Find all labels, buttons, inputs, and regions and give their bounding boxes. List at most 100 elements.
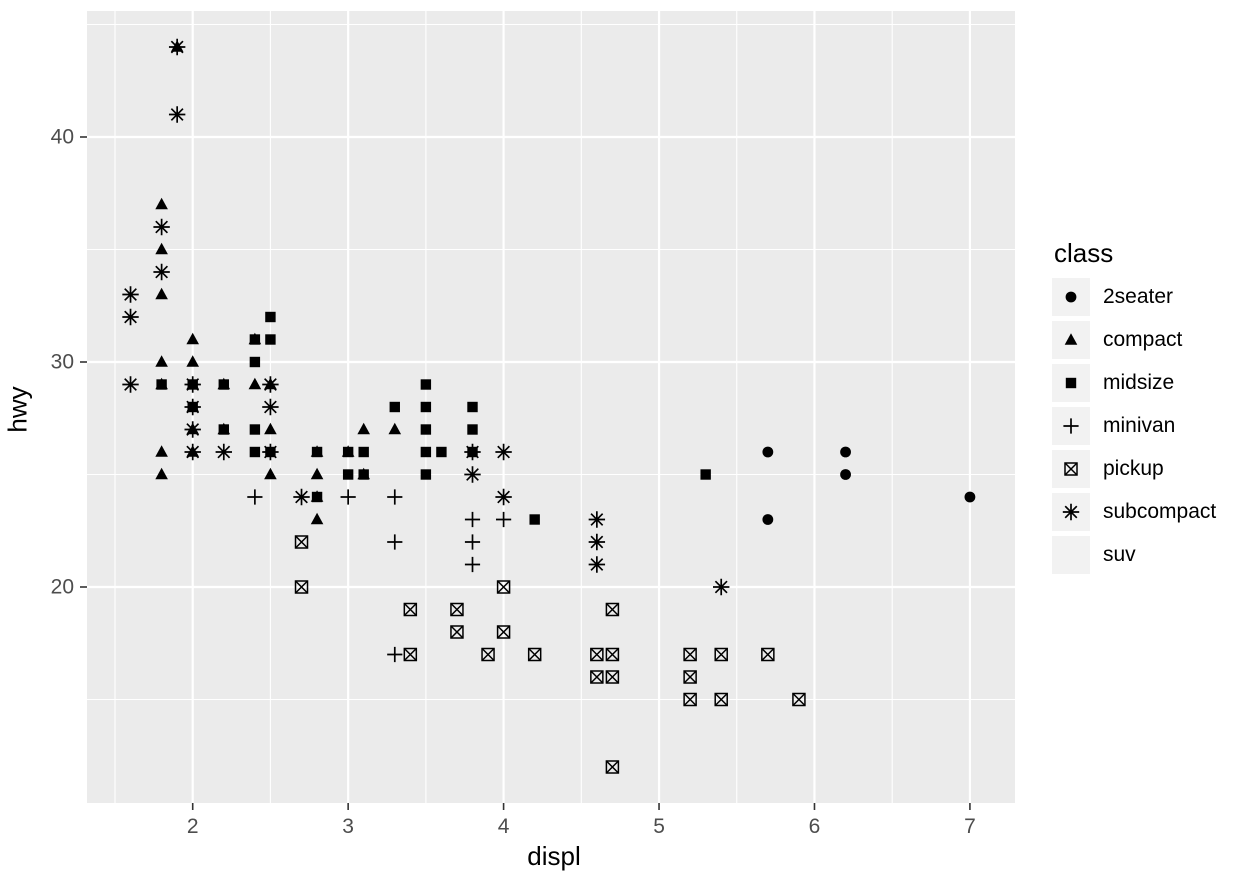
legend-label: midsize	[1103, 371, 1175, 394]
scatter-point	[588, 556, 606, 573]
scatter-point	[495, 443, 512, 461]
y-tick-label: 20	[50, 575, 74, 599]
scatter-point	[450, 602, 464, 617]
scatter-point	[529, 514, 540, 525]
scatter-point	[588, 533, 606, 551]
scatter-point	[122, 286, 139, 303]
series-pickup	[294, 535, 806, 774]
x-tick-label: 2	[186, 815, 199, 838]
x-tick-label: 3	[342, 815, 354, 838]
scatter-point	[310, 512, 324, 525]
series-minivan	[247, 489, 512, 663]
scatter-point	[840, 446, 851, 458]
scatter-point	[155, 287, 168, 300]
legend-key-square-icon	[1052, 364, 1090, 402]
scatter-point	[264, 467, 277, 480]
legend-entry-pickup: pickup	[1052, 450, 1216, 488]
scatter-point	[249, 356, 261, 368]
scatter-point	[262, 376, 279, 393]
scatter-point	[588, 511, 606, 528]
series-2seater	[762, 446, 976, 525]
legend-label: pickup	[1103, 457, 1164, 480]
scatter-point	[496, 580, 511, 594]
scatter-point	[153, 218, 170, 236]
scatter-point	[450, 625, 464, 639]
legend-label: suv	[1103, 543, 1136, 566]
scatter-point	[467, 424, 478, 435]
scatter-point	[294, 535, 309, 549]
scatter-point	[714, 647, 728, 662]
legend-key-asterisk-icon	[1052, 493, 1090, 531]
scatter-point	[964, 491, 976, 503]
scatter-point	[464, 511, 481, 528]
scatter-point	[403, 647, 418, 662]
scatter-point	[387, 534, 403, 550]
scatter-point	[605, 602, 620, 617]
scatter-point	[683, 692, 697, 707]
x-axis-title: displ	[527, 841, 581, 871]
legend-label: subcompact	[1103, 500, 1217, 523]
scatter-point	[464, 443, 481, 461]
legend-entry-subcompact: subcompact	[1052, 493, 1216, 531]
legend-key-triangle-icon	[1052, 321, 1090, 359]
scatter-point	[481, 647, 495, 662]
scatter-point	[342, 446, 354, 458]
scatter-point	[155, 242, 168, 255]
scatter-point	[358, 469, 369, 480]
scatter-point	[155, 355, 168, 367]
scatter-point	[249, 446, 261, 458]
scatter-point	[467, 401, 478, 413]
scatter-point	[168, 38, 186, 56]
scatter-point	[265, 311, 276, 323]
legend-title: class	[1054, 238, 1114, 268]
scatter-point	[122, 308, 139, 326]
scatter-point	[403, 602, 418, 617]
scatter-point	[262, 398, 279, 416]
scatter-point	[420, 424, 432, 435]
y-tick-label: 40	[50, 125, 74, 149]
legend-entries: 2seater compact midsize minivan pickup subcom…	[1052, 278, 1216, 574]
scatter-point	[590, 670, 604, 684]
scatter-point	[122, 376, 139, 393]
scatter-point	[420, 401, 432, 413]
scatter-point	[184, 421, 201, 438]
scatter-point	[184, 398, 201, 416]
x-tick-label: 5	[653, 815, 665, 838]
scatter-point	[495, 511, 512, 528]
scatter-point	[247, 489, 263, 505]
scatter-point	[293, 488, 310, 506]
x-tick-label: 4	[497, 815, 510, 838]
scatter-point	[218, 424, 229, 435]
scatter-point	[388, 422, 402, 435]
scatter-point	[168, 106, 186, 123]
legend-label: 2seater	[1103, 285, 1174, 308]
scatter-point	[605, 760, 620, 774]
scatter-point	[464, 556, 481, 573]
scatter-point	[762, 514, 774, 525]
scatter-point	[155, 467, 168, 480]
scatter-point	[358, 446, 369, 458]
scatter-point	[761, 647, 775, 662]
legend: class 2seater compact midsize minivan pickup…	[1052, 240, 1216, 579]
scatter-point	[310, 467, 324, 480]
y-axis-title: hwy	[2, 386, 33, 433]
scatter-point	[389, 401, 400, 413]
scatter-point	[155, 445, 168, 457]
scatter-point	[340, 489, 356, 505]
legend-key-box-x-icon	[1052, 450, 1090, 488]
scatter-point	[714, 692, 728, 707]
scatter-point	[436, 446, 447, 458]
scatter-point	[249, 424, 261, 435]
scatter-point	[248, 377, 262, 390]
scatter-point	[153, 263, 170, 281]
scatter-point	[420, 379, 432, 390]
scatter-point	[387, 646, 403, 663]
x-tick-label: 6	[808, 815, 821, 838]
scatter-point	[840, 469, 851, 480]
legend-entry-minivan: minivan	[1052, 407, 1216, 445]
scatter-point	[294, 580, 309, 594]
scatter-point	[265, 334, 276, 345]
legend-key-blank	[1052, 536, 1090, 574]
